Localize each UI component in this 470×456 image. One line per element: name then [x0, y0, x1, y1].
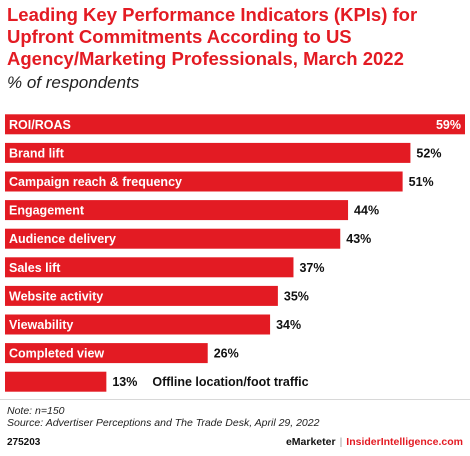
- bar-website-activity: [5, 285, 278, 306]
- footnote: Note: n=150: [7, 405, 65, 417]
- value-label-roi-roas: 59%: [436, 118, 461, 132]
- bar-brand-lift: [5, 142, 411, 163]
- chart-id: 275203: [7, 437, 41, 448]
- bar-completed-view: [5, 343, 208, 364]
- category-label-brand-lift: Brand lift: [9, 146, 65, 160]
- category-label-sales-lift: Sales lift: [9, 261, 61, 275]
- value-label-sales-lift: 37%: [299, 261, 324, 275]
- value-label-audience-delivery: 43%: [346, 232, 371, 246]
- chart-title: Leading Key Performance Indicators (KPIs…: [7, 4, 418, 69]
- bar-audience-delivery: [5, 228, 341, 249]
- value-label-engagement: 44%: [354, 204, 379, 218]
- brand-emarketer: eMarketer: [285, 436, 336, 448]
- footer-divider: [0, 399, 470, 400]
- value-label-website-activity: 35%: [284, 289, 309, 303]
- category-label-engagement: Engagement: [9, 204, 85, 218]
- bar-offline-location-foot-traffic: [5, 371, 107, 392]
- chart-subtitle: % of respondents: [7, 73, 140, 92]
- bar-sales-lift: [5, 257, 294, 278]
- category-label-completed-view: Completed view: [9, 347, 104, 361]
- value-label-viewability: 34%: [276, 318, 301, 332]
- category-label-viewability: Viewability: [9, 318, 73, 332]
- bar-engagement: [5, 200, 349, 221]
- bar-viewability: [5, 314, 271, 335]
- category-label-website-activity: Website activity: [9, 289, 103, 303]
- category-label-offline-location-foot-traffic: Offline location/foot traffic: [152, 375, 308, 389]
- source-note: Source: Advertiser Perceptions and The T…: [7, 417, 320, 429]
- value-label-brand-lift: 52%: [416, 146, 441, 160]
- value-label-offline-location-foot-traffic: 13%: [112, 375, 137, 389]
- category-label-roi-roas: ROI/ROAS: [9, 118, 71, 132]
- brand-separator: |: [339, 436, 343, 448]
- brand-credit: eMarketer | InsiderIntelligence.com: [286, 436, 463, 448]
- category-label-audience-delivery: Audience delivery: [9, 232, 116, 246]
- value-label-completed-view: 26%: [214, 347, 239, 361]
- bar-campaign-reach-frequency: [5, 171, 403, 192]
- bar-chart: ROI/ROAS 59% Brand lift 52% Campaign reach &…: [5, 114, 465, 392]
- brand-insider-intelligence: InsiderIntelligence.com: [346, 436, 463, 448]
- category-label-campaign-reach-frequency: Campaign reach & frequency: [9, 175, 182, 189]
- value-label-campaign-reach-frequency: 51%: [409, 175, 434, 189]
- bar-roi-roas: [5, 114, 465, 135]
